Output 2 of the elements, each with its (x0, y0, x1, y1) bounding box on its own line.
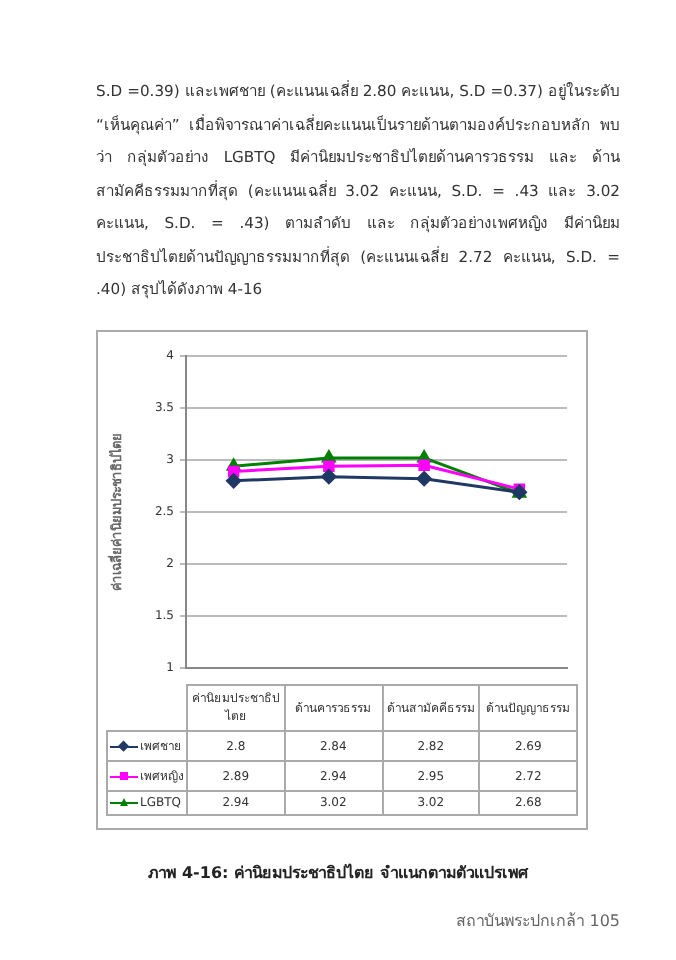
text: สถาบันพระปกเกล้า 105 (456, 910, 620, 934)
text: ภาพ 4-16: ค่านิยมประชาธิปไตย จำแนกตามตัวแปรเพศ (146, 861, 531, 886)
